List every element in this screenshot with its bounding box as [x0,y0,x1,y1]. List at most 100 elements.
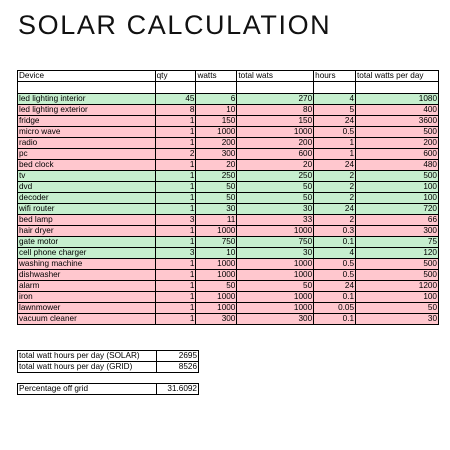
cell-total-watts-per-day: 500 [355,258,439,270]
cell-watts: 11 [195,214,238,226]
table-row: led lighting exterior 8 10 80 5 400 [17,104,439,116]
cell-total-wats: 300 [236,313,315,325]
table-row: cell phone charger 3 10 30 4 120 [17,247,439,259]
cell-hours: 1 [313,148,357,160]
cell-hours: 24 [313,115,357,127]
table-row: led lighting interior 45 6 270 4 1080 [17,93,439,105]
table-header-row: Device qty watts total wats hours total … [17,70,439,82]
cell-total-wats: 1000 [236,291,315,303]
cell-total-watts-per-day: 1200 [355,280,439,292]
cell-hours: 24 [313,203,357,215]
cell-total-wats: 1000 [236,302,315,314]
cell-watts: 1000 [195,291,238,303]
cell-total-wats: 150 [236,115,315,127]
table-row: radio 1 200 200 1 200 [17,137,439,149]
cell-total-wats: 1000 [236,126,315,138]
cell-total-watts-per-day: 1080 [355,93,439,105]
cell-qty: 1 [154,291,197,303]
table-row: wifi router 1 30 30 24 720 [17,203,439,215]
cell-watts: 750 [195,236,238,248]
cell-qty: 1 [154,170,197,182]
header-hours: hours [313,70,357,82]
cell-qty: 1 [154,269,197,281]
cell-watts: 50 [195,280,238,292]
cell-hours: 24 [313,159,357,171]
header-device: Device [17,70,156,82]
cell-total-watts-per-day: 200 [355,137,439,149]
cell-qty: 8 [154,104,197,116]
table-row: pc 2 300 600 1 600 [17,148,439,160]
cell-watts: 200 [195,137,238,149]
summary-row-percentage: Percentage off grid 31.6092 [16,383,199,395]
cell-hours: 0.5 [313,258,357,270]
header-total-wats: total wats [236,70,315,82]
summary-table: total watt hours per day (SOLAR) 2695 to… [16,350,199,395]
cell-watts: 20 [195,159,238,171]
table-row: bed lamp 3 11 33 2 66 [17,214,439,226]
cell-watts: 300 [195,148,238,160]
cell-watts: 150 [195,115,238,127]
cell-watts: 6 [195,93,238,105]
cell-qty: 1 [154,225,197,237]
solar-value: 2695 [156,350,199,362]
cell-total-wats: 50 [236,181,315,193]
cell-hours: 2 [313,192,357,204]
cell-total-wats: 1000 [236,225,315,237]
table-row: washing machine 1 1000 1000 0.5 500 [17,258,439,270]
cell-hours: 5 [313,104,357,116]
cell-device: washing machine [17,258,156,270]
table-row: fridge 1 150 150 24 3600 [17,115,439,127]
cell-total-wats: 30 [236,203,315,215]
summary-row-grid: total watt hours per day (GRID) 8526 [16,361,199,373]
summary-separator [17,372,199,384]
cell-hours: 0.5 [313,269,357,281]
cell-hours: 4 [313,93,357,105]
cell-device: iron [17,291,156,303]
cell-device: bed clock [17,159,156,171]
cell-total-wats: 1000 [236,269,315,281]
cell-total-watts-per-day: 500 [355,126,439,138]
table-row: tv 1 250 250 2 500 [17,170,439,182]
cell-qty: 3 [154,214,197,226]
cell-total-watts-per-day: 100 [355,181,439,193]
cell-total-watts-per-day: 500 [355,170,439,182]
cell-device: pc [17,148,156,160]
cell-watts: 1000 [195,225,238,237]
cell-device: decoder [17,192,156,204]
cell-total-watts-per-day: 100 [355,291,439,303]
cell-total-wats: 600 [236,148,315,160]
cell-total-watts-per-day: 50 [355,302,439,314]
cell-device: dvd [17,181,156,193]
cell-device: wifi router [17,203,156,215]
table-row: dvd 1 50 50 2 100 [17,181,439,193]
cell-total-wats: 33 [236,214,315,226]
cell-qty: 1 [154,115,197,127]
cell-hours: 0.1 [313,313,357,325]
cell-device: gate motor [17,236,156,248]
cell-total-wats: 250 [236,170,315,182]
cell-qty: 1 [154,126,197,138]
cell-total-wats: 270 [236,93,315,105]
grid-label: total watt hours per day (GRID) [16,361,158,373]
cell-qty: 2 [154,148,197,160]
cell-total-watts-per-day: 30 [355,313,439,325]
cell-hours: 0.5 [313,126,357,138]
table-row: bed clock 1 20 20 24 480 [17,159,439,171]
cell-watts: 1000 [195,302,238,314]
cell-device: dishwasher [17,269,156,281]
cell-qty: 45 [154,93,197,105]
cell-total-wats: 80 [236,104,315,116]
cell-qty: 1 [154,280,197,292]
cell-total-wats: 200 [236,137,315,149]
cell-device: fridge [17,115,156,127]
cell-watts: 1000 [195,269,238,281]
cell-device: vacuum cleaner [17,313,156,325]
cell-hours: 4 [313,247,357,259]
cell-device: lawnmower [17,302,156,314]
cell-total-watts-per-day: 400 [355,104,439,116]
cell-hours: 0.05 [313,302,357,314]
cell-hours: 1 [313,137,357,149]
cell-device: alarm [17,280,156,292]
cell-watts: 1000 [195,258,238,270]
cell-hours: 0.1 [313,236,357,248]
